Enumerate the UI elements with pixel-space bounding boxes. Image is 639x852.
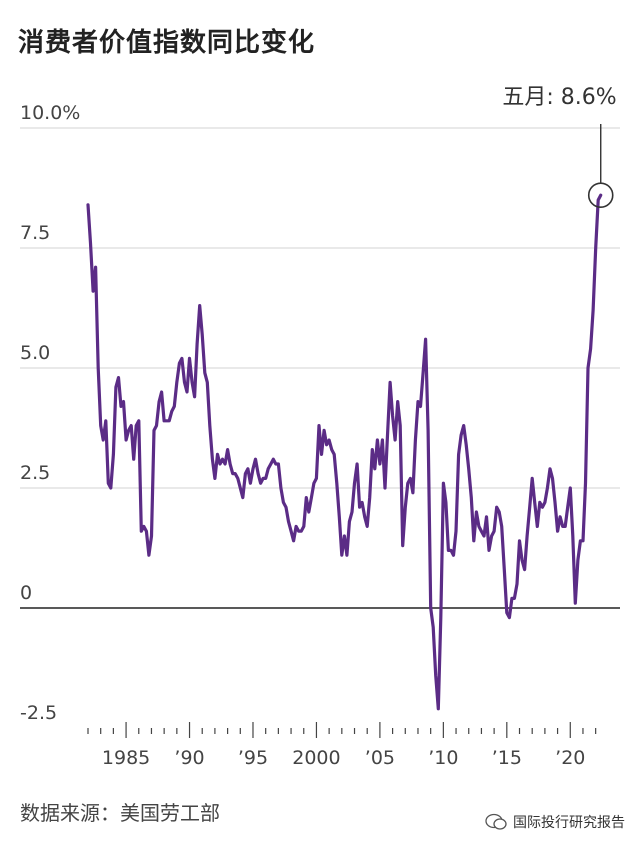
watermark-text: 国际投行研究报告 <box>513 815 625 831</box>
y-axis-ticks: 10.0% 7.5 5.0 2.5 0 -2.5 <box>20 102 80 724</box>
annotation-label: 五月: 8.6% <box>502 85 616 110</box>
x-tick-label: ’15 <box>492 747 522 769</box>
x-tick-label: ’95 <box>238 747 268 769</box>
x-tick-label: ’05 <box>365 747 395 769</box>
chart-title: 消费者价值指数同比变化 <box>18 28 316 58</box>
annotation-layer: 五月: 8.6% <box>502 85 617 208</box>
y-tick-label: 7.5 <box>20 222 50 244</box>
gridlines <box>20 127 620 609</box>
x-tick-label: ’10 <box>428 747 458 769</box>
series-layer <box>86 193 603 711</box>
x-tick-label: ’20 <box>555 747 585 769</box>
x-tick-label: 2000 <box>292 747 340 769</box>
watermark: 国际投行研究报告 <box>485 812 625 832</box>
x-tick-label: 1985 <box>102 747 150 769</box>
annotation-marker <box>587 182 614 208</box>
series-line <box>86 193 603 711</box>
y-tick-label: -2.5 <box>20 702 57 724</box>
wechat-icon <box>485 813 507 830</box>
x-tick-label: ’90 <box>174 747 204 769</box>
y-tick-label: 5.0 <box>20 342 50 364</box>
y-tick-label: 2.5 <box>20 462 50 484</box>
source-note: 数据来源：美国劳工部 <box>20 801 220 825</box>
y-tick-label: 0 <box>20 582 32 604</box>
x-axis: 1985 ’90 ’95 2000 ’05 ’10 ’15 ’20 <box>87 722 597 769</box>
y-tick-label: 10.0% <box>20 102 80 124</box>
